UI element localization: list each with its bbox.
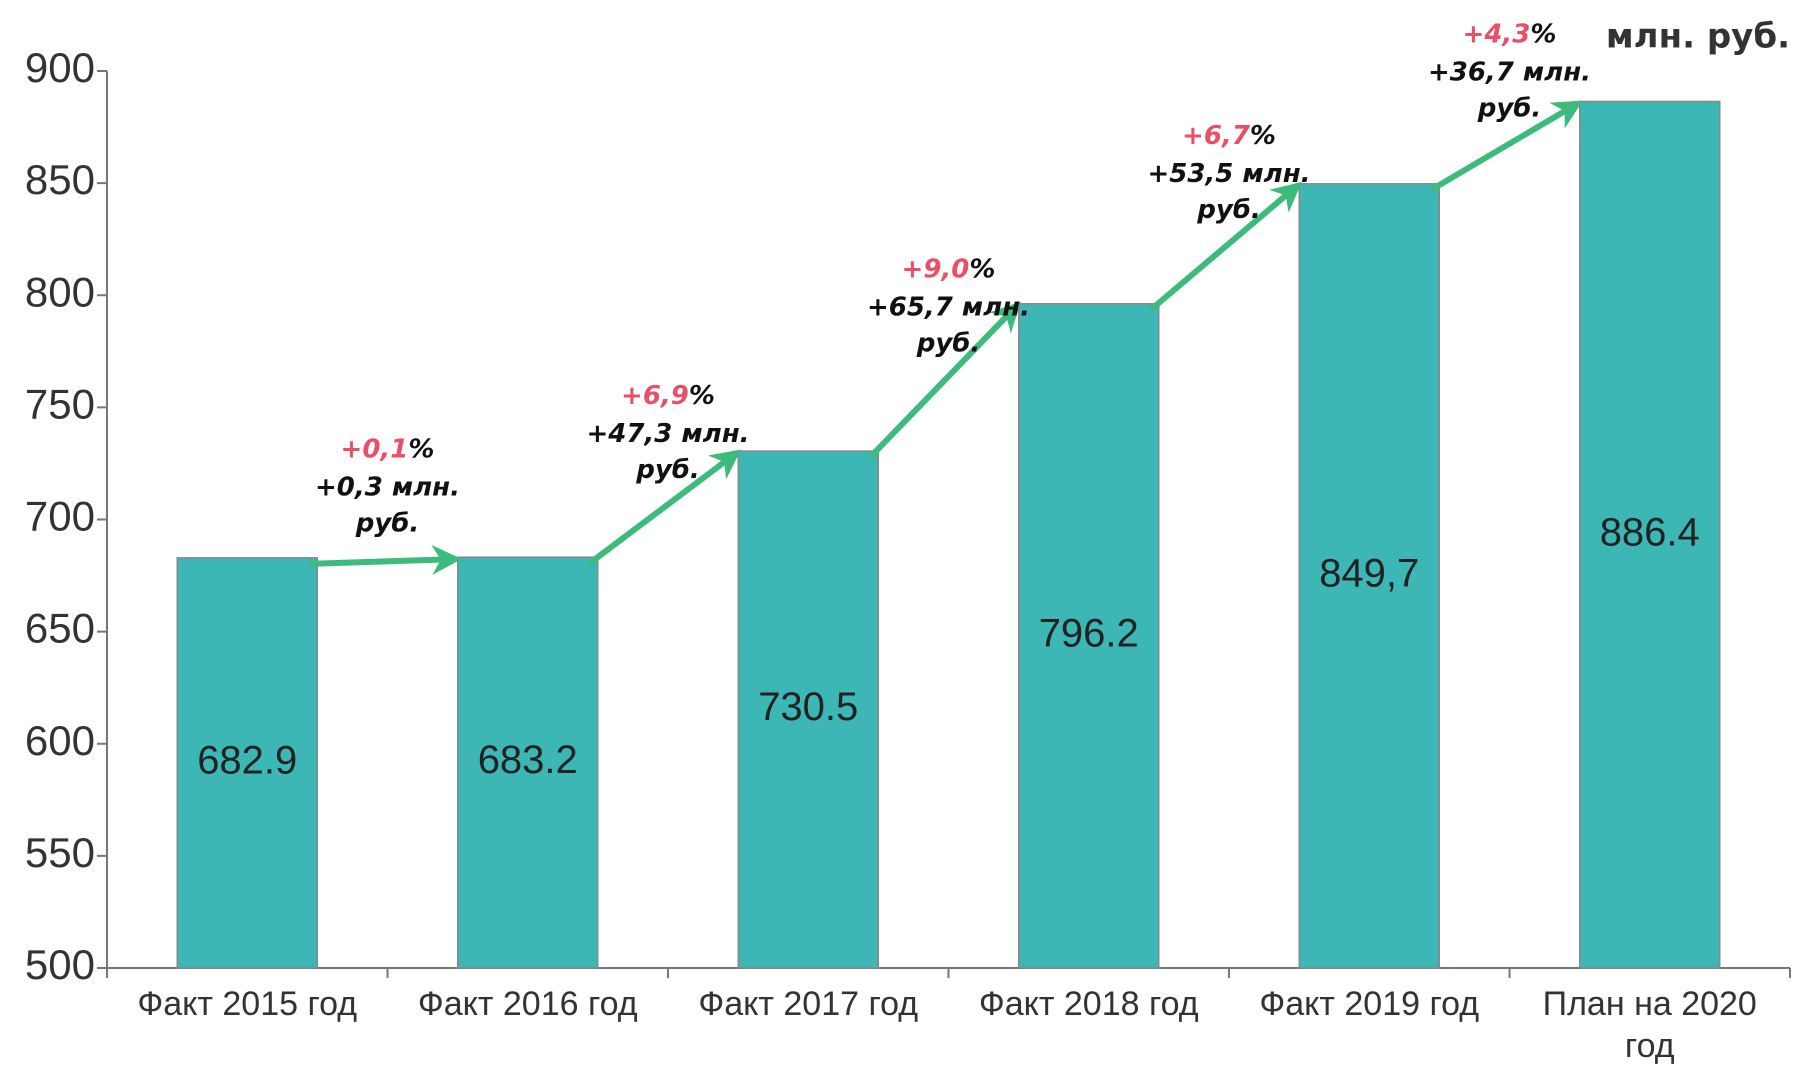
annotation-amount: +47,3 млн.	[586, 419, 749, 449]
x-tick-label: Факт 2017 год	[698, 985, 918, 1023]
percent-sign: %	[1250, 121, 1276, 151]
bar	[1298, 183, 1440, 969]
percent-sign: %	[408, 435, 434, 465]
bar	[737, 450, 879, 969]
value-label: 849,7	[1319, 551, 1419, 595]
annotation-percent: +9,0%	[902, 254, 996, 284]
annotation-unit: руб.	[635, 455, 700, 485]
annotation-amount: +65,7 млн.	[867, 292, 1030, 322]
annotation-percent: +6,7%	[1182, 121, 1276, 151]
y-tick-label: 650	[25, 605, 95, 652]
x-tick-label-line: План на 2020	[1543, 985, 1757, 1023]
x-tick-label-line: год	[1625, 1027, 1675, 1065]
value-label: 730.5	[758, 685, 858, 729]
arrow	[1429, 100, 1583, 193]
annotation-percent: +4,3%	[1463, 20, 1557, 50]
percent-sign: %	[1530, 20, 1556, 50]
percent-value: +6,9	[621, 381, 689, 411]
percent-value: +0,1	[341, 435, 409, 465]
bar	[176, 557, 318, 969]
value-label: 886.4	[1600, 510, 1700, 554]
y-tick-label: 750	[25, 380, 95, 427]
value-label: 796.2	[1039, 611, 1139, 655]
y-tick-label: 900	[25, 44, 95, 91]
percent-sign: %	[969, 254, 995, 284]
arrow	[309, 544, 462, 575]
unit-label: млн. руб.	[1606, 17, 1790, 57]
arrow	[868, 301, 1021, 460]
x-tick-label: Факт 2015 год	[137, 985, 357, 1023]
x-tick-label: План на 2020 год	[1543, 985, 1757, 1065]
value-label: 682.9	[197, 738, 297, 782]
y-tick-label: 500	[25, 941, 95, 988]
bar	[457, 556, 599, 969]
y-tick-label: 700	[25, 493, 95, 540]
annotation-unit: руб.	[1477, 94, 1542, 124]
annotation-unit: руб.	[355, 509, 420, 539]
percent-value: +6,7	[1182, 121, 1251, 151]
bar	[1579, 100, 1721, 969]
x-tick-label: Факт 2016 год	[418, 985, 638, 1023]
value-label: 683.2	[478, 738, 578, 782]
y-tick-label: 550	[25, 829, 95, 876]
annotation-unit: руб.	[916, 328, 981, 358]
percent-sign: %	[689, 381, 715, 411]
arrow	[1148, 181, 1302, 313]
annotation-amount: +53,5 млн.	[1147, 159, 1310, 189]
x-tick-label: Факт 2018 год	[979, 985, 1199, 1023]
x-tick-label: Факт 2019 год	[1259, 985, 1479, 1023]
annotation-amount: +36,7 млн.	[1428, 58, 1591, 88]
bar	[1018, 303, 1160, 969]
annotation-amount: +0,3 млн.	[315, 473, 460, 503]
annotation-unit: руб.	[1196, 195, 1261, 225]
y-tick-label: 800	[25, 268, 95, 315]
percent-value: +4,3	[1463, 20, 1531, 50]
y-tick-label: 600	[25, 717, 95, 764]
arrow	[587, 449, 742, 566]
annotation-percent: +6,9%	[621, 381, 715, 411]
y-tick-label: 850	[25, 156, 95, 203]
percent-value: +9,0	[902, 254, 970, 284]
annotation-percent: +0,1%	[341, 435, 435, 465]
